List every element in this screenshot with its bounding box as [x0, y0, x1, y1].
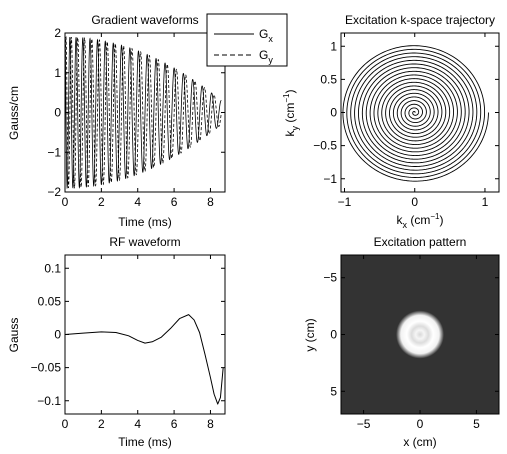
x-tick-label: 6: [171, 417, 178, 431]
x-tick-label: 0: [62, 195, 69, 209]
excitation-ylabel: y (cm): [303, 318, 317, 351]
y-tick-label: 0: [330, 106, 337, 120]
kspace-plot-area: [342, 45, 489, 182]
y-tick-label: 0: [54, 328, 61, 342]
y-tick-label: 5: [330, 384, 337, 398]
y-tick-label: 0.1: [44, 261, 61, 275]
y-tick-label: −2: [47, 185, 61, 199]
excitation-xlabel: x (cm): [403, 435, 436, 449]
gradient-ylabel: Gauss/cm: [7, 86, 21, 140]
gradient-plot-area: [64, 36, 222, 189]
x-tick-label: 6: [171, 195, 178, 209]
rf-axes-box: [64, 254, 226, 415]
x-tick-label: 0: [411, 195, 418, 209]
y-tick-label: 1: [330, 39, 337, 53]
y-tick-label: 0: [54, 106, 61, 120]
excitation-panel: Excitation pattern −5 0 5 −5 0 5 x (cm) y (cm…: [303, 235, 500, 449]
gradient-panel: Gradient waveforms 0 2 4 6 8 2 1 0 −1 −2 Time (ms…: [7, 13, 288, 229]
rf-plot-area: [64, 314, 224, 405]
kspace-ylabel: ky (cm−1): [282, 90, 300, 137]
rf-ylabel: Gauss: [7, 318, 21, 353]
x-tick-label: 2: [98, 195, 105, 209]
y-tick-label: 1: [54, 66, 61, 80]
x-tick-label: 0: [417, 417, 424, 431]
x-tick-label: 8: [207, 417, 214, 431]
x-tick-label: 1: [482, 195, 489, 209]
x-tick-label: 4: [134, 417, 141, 431]
y-tick-label: 2: [54, 26, 61, 40]
x-tick-label: 4: [134, 195, 141, 209]
gradient-xlabel: Time (ms): [118, 215, 172, 229]
excitation-image: [341, 255, 499, 414]
kspace-panel: Excitation k-space trajectory −1 0 110.50−…: [282, 13, 500, 230]
rf-ticks: 0 2 4 6 8 0.1 0.05 0 −0.05 −0.1: [31, 255, 225, 431]
rf-panel: RF waveform 0 2 4 6 8 0.1 0.05 0 −0.05 −0.1 Time …: [7, 235, 226, 449]
y-tick-label: −1: [47, 145, 61, 159]
x-tick-label: −5: [357, 417, 371, 431]
x-tick-label: 0: [62, 417, 69, 431]
y-tick-label: 0.05: [38, 294, 62, 308]
rf-waveform-line: [64, 314, 224, 405]
kspace-spiral-line: [342, 45, 489, 182]
x-tick-label: 5: [473, 417, 480, 431]
y-tick-label: −1: [323, 172, 337, 186]
y-tick-label: −0.05: [31, 361, 62, 375]
x-tick-label: 2: [98, 417, 105, 431]
excitation-title: Excitation pattern: [374, 235, 467, 249]
gradient-ticks: 0 2 4 6 8 2 1 0 −1 −2: [47, 26, 225, 209]
excitation-disc: [396, 310, 444, 359]
gradient-title: Gradient waveforms: [91, 13, 198, 27]
kspace-ticks: −1 0 1 1 0.5 0 −0.5 −1: [313, 33, 499, 209]
y-tick-label: 0.5: [320, 72, 337, 86]
x-tick-label: −1: [338, 195, 352, 209]
legend-label-gx: Gx: [259, 27, 273, 44]
legend-box: [206, 13, 288, 67]
y-tick-label: 0: [330, 328, 337, 342]
kspace-title: Excitation k-space trajectory: [345, 13, 495, 27]
excitation-ticks: −5 0 5 −5 0 5: [323, 255, 499, 431]
series-gy-line: [64, 36, 222, 189]
y-tick-label: −0.1: [37, 394, 61, 408]
y-tick-label: −0.5: [313, 139, 337, 153]
rf-xlabel: Time (ms): [118, 435, 172, 449]
y-tick-label: −5: [323, 271, 337, 285]
x-tick-label: 8: [207, 195, 214, 209]
kspace-xlabel: kx (cm−1): [397, 212, 444, 230]
legend-label-gy: Gy: [259, 48, 273, 65]
gradient-legend: Gx Gy: [206, 13, 288, 67]
rf-title: RF waveform: [109, 235, 180, 249]
